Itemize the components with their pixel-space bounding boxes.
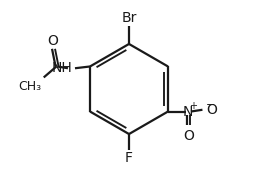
Text: +: + xyxy=(189,101,197,111)
Text: Br: Br xyxy=(121,11,137,25)
Text: O: O xyxy=(206,103,217,117)
Text: NH: NH xyxy=(52,61,72,75)
Text: O: O xyxy=(183,129,194,143)
Text: N: N xyxy=(183,104,194,119)
Text: CH₃: CH₃ xyxy=(18,80,42,93)
Text: O: O xyxy=(47,34,58,48)
Text: F: F xyxy=(125,151,133,165)
Text: −: − xyxy=(206,100,215,110)
